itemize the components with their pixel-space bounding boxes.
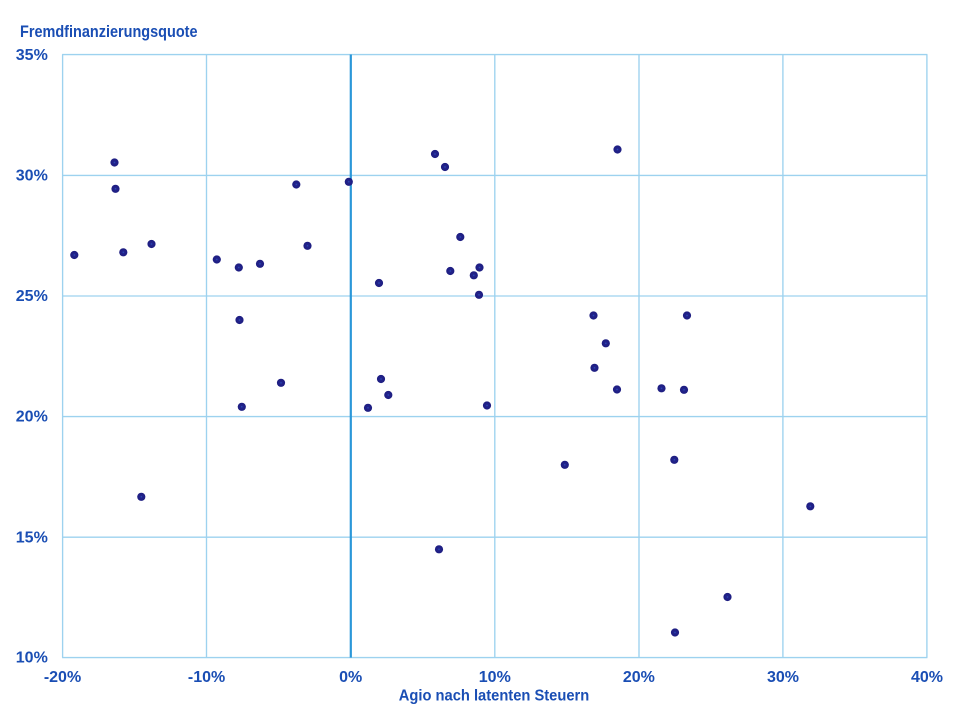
svg-text:Fremdfinanzierungsquote: Fremdfinanzierungsquote <box>20 23 198 41</box>
svg-text:25%: 25% <box>16 288 48 305</box>
svg-text:10%: 10% <box>479 669 511 686</box>
svg-text:20%: 20% <box>623 669 655 686</box>
svg-text:-10%: -10% <box>188 669 225 686</box>
svg-text:0%: 0% <box>339 669 362 686</box>
svg-text:35%: 35% <box>16 47 48 64</box>
svg-text:40%: 40% <box>911 669 943 686</box>
svg-text:10%: 10% <box>16 650 48 667</box>
svg-text:15%: 15% <box>16 529 48 546</box>
svg-text:30%: 30% <box>16 168 48 185</box>
svg-text:Agio nach latenten Steuern: Agio nach latenten Steuern <box>399 688 590 705</box>
svg-text:-20%: -20% <box>44 669 81 686</box>
svg-text:30%: 30% <box>767 669 799 686</box>
svg-text:20%: 20% <box>16 409 48 426</box>
